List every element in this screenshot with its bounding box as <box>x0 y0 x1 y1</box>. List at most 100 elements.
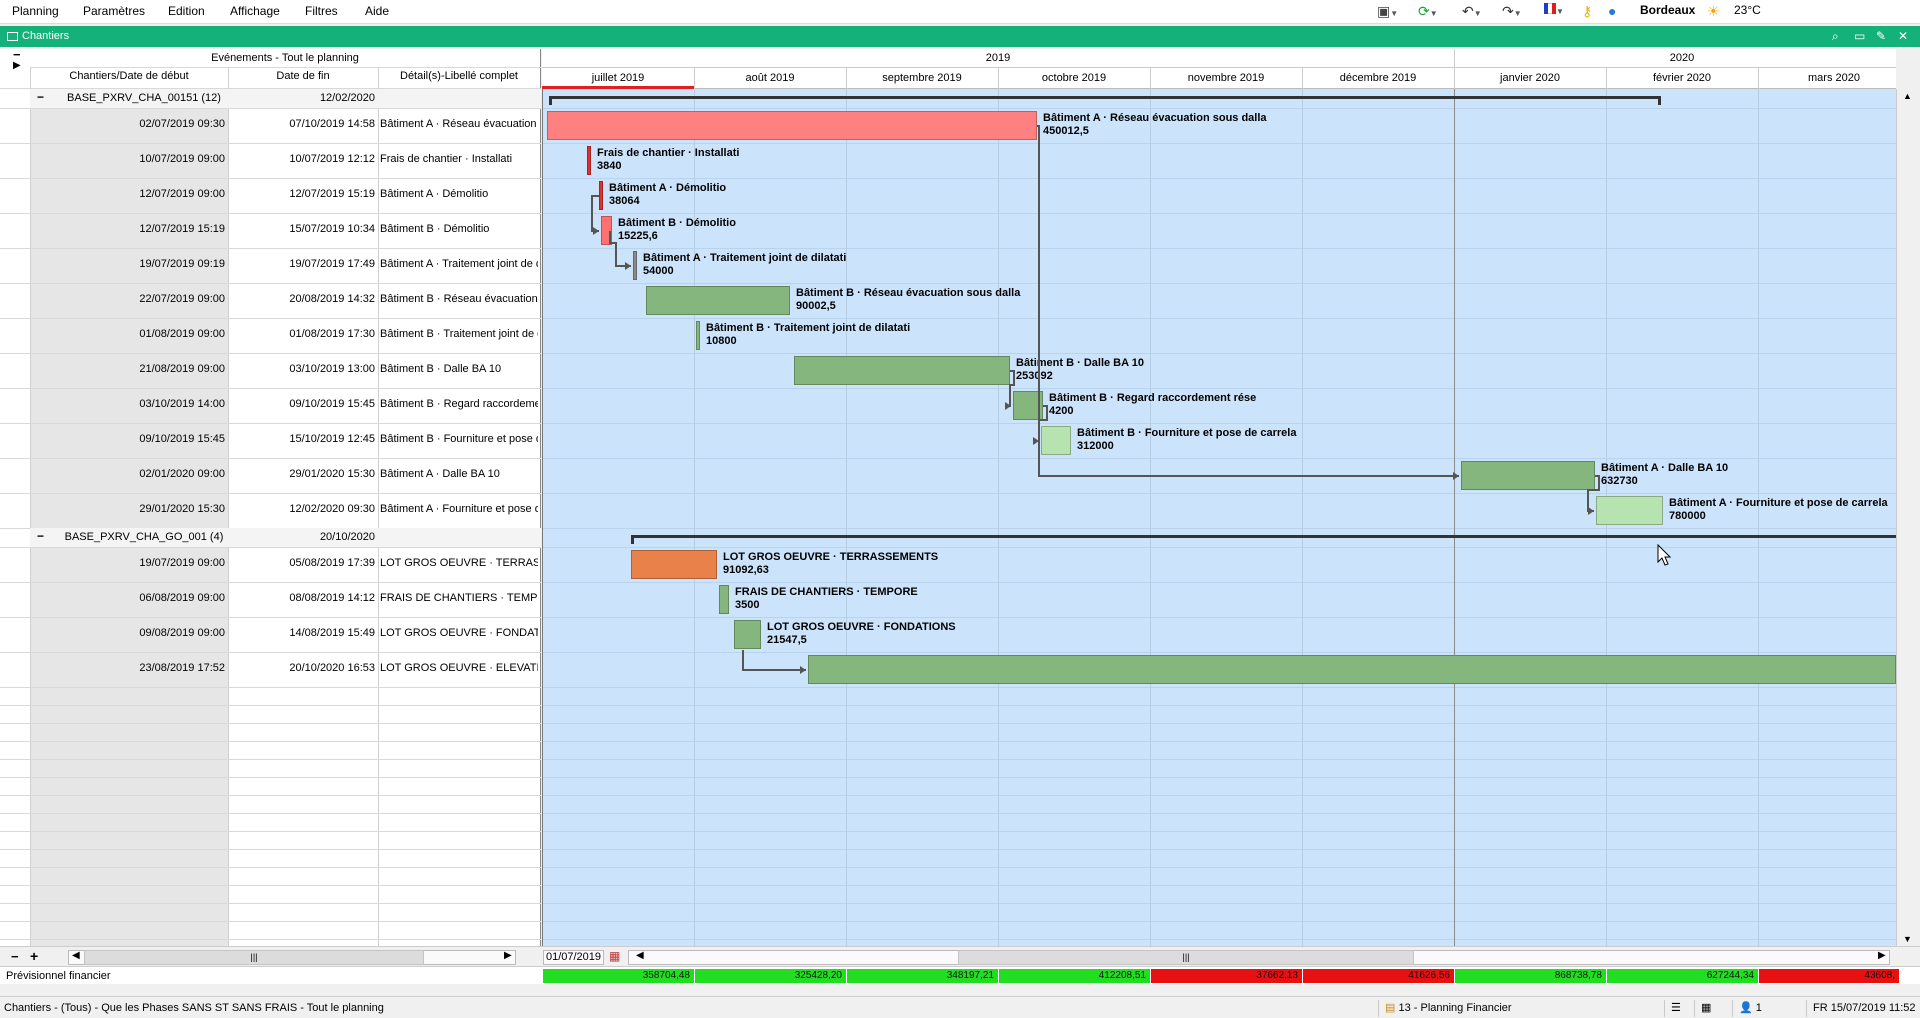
task-detail[interactable]: Bâtiment B · Réseau évacuation sous dall… <box>380 293 538 305</box>
task-start-date[interactable]: 01/08/2019 09:00 <box>139 328 225 340</box>
task-detail[interactable]: LOT GROS OEUVRE · FONDATIONS <box>380 627 538 639</box>
task-start-date[interactable]: 19/07/2019 09:00 <box>139 557 225 569</box>
start-date-field[interactable]: 01/07/2019 <box>543 950 604 965</box>
grid-scroll-thumb[interactable]: ||| <box>84 950 424 965</box>
col-end-header[interactable]: Date de fin <box>276 70 330 82</box>
task-start-date[interactable]: 12/07/2019 09:00 <box>139 188 225 200</box>
chat-icon[interactable]: ● <box>1608 3 1617 19</box>
task-start-date[interactable]: 02/01/2020 09:00 <box>139 468 225 480</box>
gantt-bar[interactable] <box>794 356 1010 385</box>
sync-icon[interactable]: ⟳▼ <box>1418 3 1438 19</box>
collapse-all-icon[interactable]: − <box>11 949 19 964</box>
task-start-date[interactable]: 09/10/2019 15:45 <box>139 433 225 445</box>
monitor-icon[interactable]: ▭ <box>1854 29 1866 43</box>
task-detail[interactable]: Bâtiment A · Dalle BA 10 <box>380 468 500 480</box>
menu-edition[interactable]: Edition <box>168 4 205 18</box>
task-start-date[interactable]: 22/07/2019 09:00 <box>139 293 225 305</box>
menu-affichage[interactable]: Affichage <box>230 4 280 18</box>
gantt-bar[interactable] <box>1461 461 1595 490</box>
key-icon[interactable]: ⚷ <box>1582 3 1593 19</box>
task-detail[interactable]: FRAIS DE CHANTIERS · TEMPORE <box>380 592 538 604</box>
gantt-scroll-right-icon[interactable]: ▶ <box>1878 950 1886 961</box>
task-start-date[interactable]: 06/08/2019 09:00 <box>139 592 225 604</box>
task-start-date[interactable]: 09/08/2019 09:00 <box>139 627 225 639</box>
task-detail[interactable]: Bâtiment A · Réseau évacuation sous dall… <box>380 118 538 130</box>
col-detail-header[interactable]: Détail(s)-Libellé complet <box>400 70 518 82</box>
undo-icon[interactable]: ↶▼ <box>1462 3 1482 19</box>
gantt-bar[interactable] <box>547 111 1037 140</box>
task-end-date[interactable]: 01/08/2019 17:30 <box>289 328 375 340</box>
task-end-date[interactable]: 08/08/2019 14:12 <box>289 592 375 604</box>
task-start-date[interactable]: 21/08/2019 09:00 <box>139 363 225 375</box>
pin-icon[interactable]: ✎ <box>1876 29 1887 43</box>
gantt-bar[interactable] <box>1596 496 1663 525</box>
grid-scroll-right-icon[interactable]: ▶ <box>504 950 512 961</box>
task-end-date[interactable]: 20/08/2019 14:32 <box>289 293 375 305</box>
gantt-bar[interactable] <box>633 251 637 280</box>
gantt-scroll-thumb[interactable]: ||| <box>958 950 1414 965</box>
scroll-up-icon[interactable]: ▲ <box>1903 91 1912 101</box>
task-start-date[interactable]: 23/08/2019 17:52 <box>139 662 225 674</box>
menu-planning[interactable]: Planning <box>12 4 59 18</box>
status-list-icon[interactable]: ☰ <box>1664 1000 1694 1017</box>
gantt-bar[interactable] <box>646 286 790 315</box>
gantt-bar[interactable] <box>696 321 700 350</box>
task-detail[interactable]: Bâtiment B · Démolitio <box>380 223 490 235</box>
task-detail[interactable]: Bâtiment A · Fourniture et pose de carre… <box>380 503 538 515</box>
language-flag-icon[interactable]: ▼ <box>1544 3 1564 17</box>
redo-icon[interactable]: ↷▼ <box>1502 3 1522 19</box>
task-end-date[interactable]: 03/10/2019 13:00 <box>289 363 375 375</box>
task-detail[interactable]: Bâtiment B · Dalle BA 10 <box>380 363 502 375</box>
gantt-bar[interactable] <box>719 585 729 614</box>
task-end-date[interactable]: 19/07/2019 17:49 <box>289 258 375 270</box>
task-end-date[interactable]: 15/10/2019 12:45 <box>289 433 375 445</box>
gantt-bar[interactable] <box>1041 426 1071 455</box>
grid-scroll-left-icon[interactable]: ◀ <box>72 950 80 961</box>
gantt-scroll-left-icon[interactable]: ◀ <box>636 950 644 961</box>
task-end-date[interactable]: 05/08/2019 17:39 <box>289 557 375 569</box>
display-icon[interactable]: ▣▼ <box>1377 3 1399 19</box>
gantt-bar[interactable] <box>601 216 612 245</box>
task-end-date[interactable]: 12/02/2020 09:30 <box>289 503 375 515</box>
task-start-date[interactable]: 02/07/2019 09:30 <box>139 118 225 130</box>
status-view[interactable]: ▤ 13 - Planning Financier <box>1378 1000 1684 1017</box>
task-end-date[interactable]: 15/07/2019 10:34 <box>289 223 375 235</box>
group-name[interactable]: BASE_PXRV_CHA_00151 (12) <box>67 92 221 104</box>
group-name[interactable]: BASE_PXRV_CHA_GO_001 (4) <box>64 531 224 543</box>
search-icon[interactable]: ⌕ <box>1832 29 1839 43</box>
vertical-scrollbar[interactable]: ▲ ▼ <box>1896 89 1920 946</box>
status-chart-icon[interactable]: ▦ <box>1694 1000 1726 1017</box>
task-detail[interactable]: LOT GROS OEUVRE · TERRASSEMENTS <box>380 557 538 569</box>
task-detail[interactable]: Bâtiment A · Démolitio <box>380 188 489 200</box>
gantt-bar[interactable] <box>734 620 761 649</box>
task-detail[interactable]: Bâtiment B · Fourniture et pose de carre… <box>380 433 538 445</box>
menu-filtres[interactable]: Filtres <box>305 4 338 18</box>
task-end-date[interactable]: 12/07/2019 15:19 <box>289 188 375 200</box>
group-collapse-icon[interactable]: − <box>37 90 45 104</box>
task-end-date[interactable]: 29/01/2020 15:30 <box>289 468 375 480</box>
close-icon[interactable]: ✕ <box>1898 29 1909 43</box>
task-detail[interactable]: Bâtiment A · Traitement joint de dilatat… <box>380 258 538 270</box>
scroll-down-icon[interactable]: ▼ <box>1903 934 1912 944</box>
grid-collapse-icon[interactable]: − <box>13 47 21 62</box>
task-start-date[interactable]: 19/07/2019 09:19 <box>139 258 225 270</box>
col-start-header[interactable]: Chantiers/Date de début <box>69 70 189 82</box>
task-detail[interactable]: LOT GROS OEUVRE · ELEVATIONS <box>380 662 538 674</box>
task-start-date[interactable]: 12/07/2019 15:19 <box>139 223 225 235</box>
task-end-date[interactable]: 10/07/2019 12:12 <box>289 153 375 165</box>
menu-parametres[interactable]: Paramètres <box>83 4 146 18</box>
calendar-icon[interactable]: ▦ <box>609 949 621 963</box>
gantt-bar[interactable] <box>631 550 717 579</box>
gantt-bar[interactable] <box>808 655 1896 684</box>
task-end-date[interactable]: 09/10/2019 15:45 <box>289 398 375 410</box>
task-start-date[interactable]: 10/07/2019 09:00 <box>139 153 225 165</box>
gantt-bar[interactable] <box>587 146 591 175</box>
expand-all-icon[interactable]: + <box>30 948 39 964</box>
task-detail[interactable]: Frais de chantier · Installati <box>380 153 513 165</box>
task-end-date[interactable]: 07/10/2019 14:58 <box>289 118 375 130</box>
task-detail[interactable]: Bâtiment B · Traitement joint de dilatat… <box>380 328 538 340</box>
status-users[interactable]: 👤 1 <box>1732 1000 1804 1017</box>
menu-aide[interactable]: Aide <box>365 4 390 18</box>
group-collapse-icon[interactable]: − <box>37 529 45 543</box>
gantt-bar[interactable] <box>599 181 603 210</box>
